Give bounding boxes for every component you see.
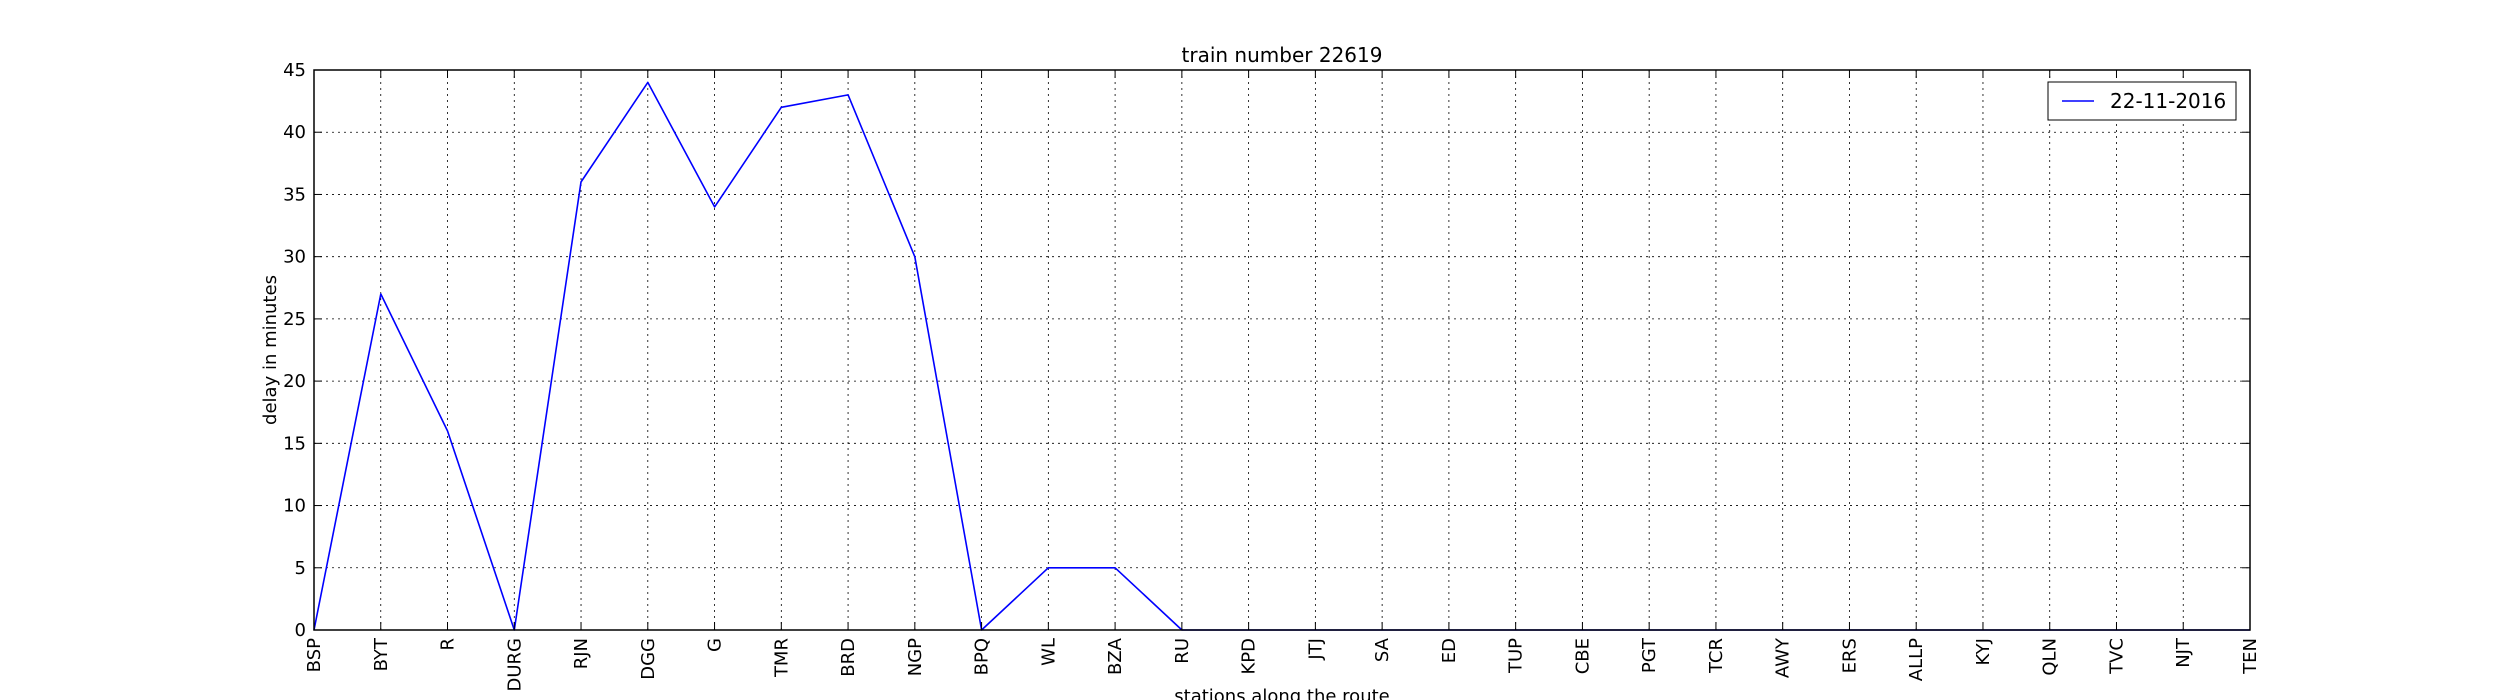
x-tick-label: DURG [504,638,525,692]
y-tick-label: 5 [295,558,306,579]
x-tick-label: ALLP [1906,638,1927,681]
x-tick-label: ERS [1839,638,1860,673]
x-tick-label: TCR [1706,638,1727,674]
x-tick-label: ED [1439,638,1460,663]
series-group [313,81,2250,631]
y-tick-label: 30 [283,247,306,268]
x-tick-label: BSP [304,638,325,672]
y-axis-label: delay in minutes [260,275,281,425]
x-tick-label: BYT [371,637,392,671]
legend-entry: 22-11-2016 [2110,89,2226,113]
x-tick-label: TUP [1506,638,1527,674]
y-tick-label: 25 [283,309,306,330]
y-tick-label: 45 [283,60,306,81]
x-tick-label: BRD [838,638,859,677]
y-tick-label: 40 [283,122,306,143]
x-tick-label: NJT [2173,637,2194,668]
x-tick-label: WL [1038,638,1059,666]
x-tick-label: AWY [1773,637,1794,678]
grid-lines [313,69,2251,631]
y-tick-label: 0 [295,620,306,641]
x-tick-label: RU [1172,638,1193,664]
x-tick-label: TEN [2240,638,2261,675]
x-tick-label: CBE [1572,638,1593,674]
x-tick-label: QLN [2040,638,2061,676]
x-tick-label: TVC [2106,638,2127,675]
x-tick-label: JTJ [1305,638,1326,661]
series-line [313,81,2250,631]
x-tick-label: BZA [1105,637,1126,675]
x-tick-label: TMR [771,638,792,678]
y-tick-label: 20 [283,371,306,392]
y-tick-label: 35 [283,184,306,205]
x-axis-label: stations along the route [1174,686,1389,700]
plot-frame [313,69,2251,631]
axes-ticks: BSP BYT R DURG RJN DGG G TMR BRD NGP BPQ WL BZA RU KPD… [283,60,2261,692]
x-tick-label: R [438,638,459,651]
x-tick-label: KPD [1239,638,1260,675]
x-tick-label: DGG [638,638,659,680]
y-tick-label: 15 [283,433,306,454]
legend: 22-11-2016 [2047,81,2237,121]
x-tick-label: PGT [1639,637,1660,673]
x-tick-label: RJN [571,638,592,669]
y-tick-label: 10 [283,496,306,517]
x-tick-label: BPQ [972,638,993,675]
x-tick-label: KYJ [1973,638,1994,665]
x-tick-label: SA [1372,637,1393,662]
x-tick-label: NGP [905,638,926,676]
x-tick-label: G [705,638,726,652]
chart-title: train number 22619 [1182,43,1383,67]
